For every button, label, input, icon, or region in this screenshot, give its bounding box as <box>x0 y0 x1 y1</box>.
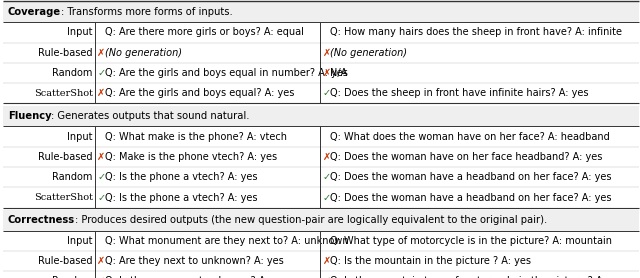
Text: ✗: ✗ <box>323 256 331 266</box>
Text: Coverage: Coverage <box>8 7 61 17</box>
Text: ✓: ✓ <box>323 172 331 182</box>
Text: ✓: ✓ <box>323 193 331 202</box>
Text: N/A: N/A <box>330 68 348 78</box>
Text: ScatterShot: ScatterShot <box>34 193 93 202</box>
Text: ✓: ✓ <box>323 88 331 98</box>
Text: ✗: ✗ <box>97 152 106 162</box>
Text: ✗: ✗ <box>323 68 331 78</box>
FancyBboxPatch shape <box>3 210 639 231</box>
FancyBboxPatch shape <box>3 1 639 22</box>
Text: Q: What type of motorcycle is in the picture? A: mountain: Q: What type of motorcycle is in the pic… <box>330 236 612 246</box>
Text: ScatterShot: ScatterShot <box>34 89 93 98</box>
Text: : Produces desired outputs (the new question-pair are logically equivalent to th: : Produces desired outputs (the new ques… <box>75 215 547 225</box>
Text: Random: Random <box>52 277 93 278</box>
Text: ✗: ✗ <box>323 152 331 162</box>
Text: Fluency: Fluency <box>8 111 51 121</box>
Text: Q: Is the monument unknown? A: yes: Q: Is the monument unknown? A: yes <box>105 277 289 278</box>
Text: ✗: ✗ <box>97 88 106 98</box>
Text: ✓: ✓ <box>97 193 106 202</box>
Text: Q: Are the girls and boys equal? A: yes: Q: Are the girls and boys equal? A: yes <box>105 88 294 98</box>
Text: : Generates outputs that sound natural.: : Generates outputs that sound natural. <box>51 111 250 121</box>
Text: Random: Random <box>52 172 93 182</box>
Text: Q: Is the mountain type of motorcycle in the picture ? A: yes: Q: Is the mountain type of motorcycle in… <box>330 277 626 278</box>
Text: Random: Random <box>52 68 93 78</box>
Text: ✗: ✗ <box>323 277 331 278</box>
Text: ✗: ✗ <box>97 277 106 278</box>
Text: Correctness: Correctness <box>8 215 75 225</box>
Text: Q: What monument are they next to? A: unknown: Q: What monument are they next to? A: un… <box>105 236 349 246</box>
Text: Q: What make is the phone? A: vtech: Q: What make is the phone? A: vtech <box>105 132 287 142</box>
Text: Input: Input <box>67 132 93 142</box>
Text: Q: Does the woman have a headband on her face? A: yes: Q: Does the woman have a headband on her… <box>330 193 612 202</box>
Text: Q: Does the sheep in front have infinite hairs? A: yes: Q: Does the sheep in front have infinite… <box>330 88 589 98</box>
Text: ✓: ✓ <box>97 68 106 78</box>
Text: Input: Input <box>67 28 93 37</box>
Text: Q: Are the girls and boys equal in number? A: yes: Q: Are the girls and boys equal in numbe… <box>105 68 348 78</box>
Text: (No generation): (No generation) <box>105 48 182 58</box>
Text: Q: What does the woman have on her face? A: headband: Q: What does the woman have on her face?… <box>330 132 610 142</box>
Text: Q: How many hairs does the sheep in front have? A: infinite: Q: How many hairs does the sheep in fron… <box>330 28 622 37</box>
Text: ✗: ✗ <box>97 48 106 58</box>
Text: Rule-based: Rule-based <box>38 152 93 162</box>
FancyBboxPatch shape <box>3 106 639 126</box>
Text: Q: Are they next to unknown? A: yes: Q: Are they next to unknown? A: yes <box>105 256 284 266</box>
Text: Q: Make is the phone vtech? A: yes: Q: Make is the phone vtech? A: yes <box>105 152 277 162</box>
Text: Q: Are there more girls or boys? A: equal: Q: Are there more girls or boys? A: equa… <box>105 28 304 37</box>
Text: Q: Does the woman have a headband on her face? A: yes: Q: Does the woman have a headband on her… <box>330 172 612 182</box>
Text: Q: Is the mountain in the picture ? A: yes: Q: Is the mountain in the picture ? A: y… <box>330 256 531 266</box>
Text: Q: Does the woman have on her face headband? A: yes: Q: Does the woman have on her face headb… <box>330 152 603 162</box>
Text: ✗: ✗ <box>323 48 331 58</box>
Text: Q: Is the phone a vtech? A: yes: Q: Is the phone a vtech? A: yes <box>105 172 257 182</box>
Text: Input: Input <box>67 236 93 246</box>
Text: Q: Is the phone a vtech? A: yes: Q: Is the phone a vtech? A: yes <box>105 193 257 202</box>
Text: Rule-based: Rule-based <box>38 48 93 58</box>
Text: (No generation): (No generation) <box>330 48 407 58</box>
Text: Rule-based: Rule-based <box>38 256 93 266</box>
Text: ✗: ✗ <box>97 256 106 266</box>
Text: : Transforms more forms of inputs.: : Transforms more forms of inputs. <box>61 7 232 17</box>
Text: ✓: ✓ <box>97 172 106 182</box>
